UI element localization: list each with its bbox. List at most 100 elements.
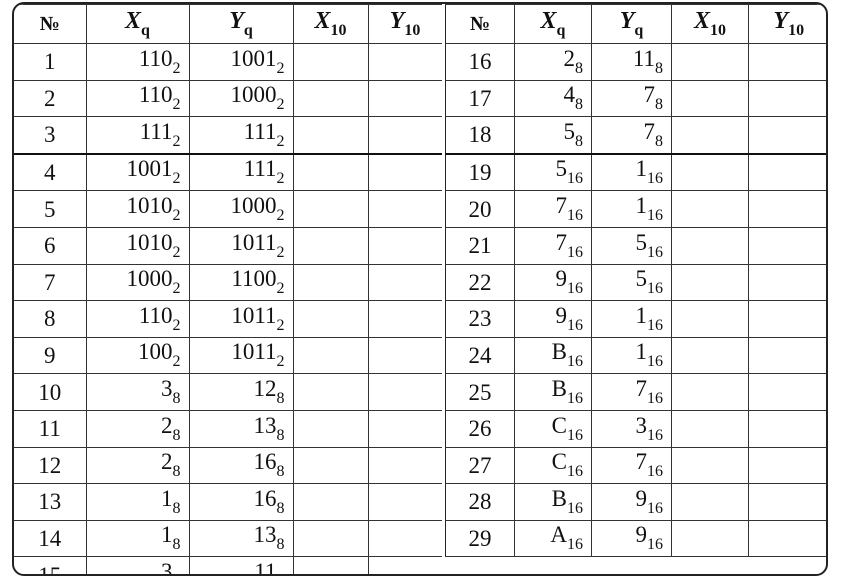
header-row: № Xq Yq X10 Y10 [445,4,826,44]
row: 29 A16 916 [445,519,826,558]
digits: 1 [161,485,173,511]
double-line-gap [442,4,445,574]
digits: 2 [161,449,173,475]
header-subscript: 10 [710,22,726,40]
empty-cell [367,336,443,375]
digits: 1010 [126,193,173,219]
base: 16 [647,463,663,481]
empty-cell [367,116,443,155]
empty-cell [292,519,369,558]
header-row: № Xq Yq X10 Y10 [14,4,443,44]
base: 2 [276,207,285,225]
row-number: 10 [14,373,87,411]
base: 8 [276,463,285,481]
row: 10 38 128 [14,373,443,411]
row: 8 1102 10112 [14,300,443,338]
row-number: 15 [14,556,87,574]
value-cell: 168 [188,446,294,485]
digits: 1010 [126,229,173,255]
digits: 3 [161,559,173,576]
value-cell: 18 [85,483,190,521]
base: 2 [172,170,181,188]
digits: 7 [643,118,656,144]
empty-cell [292,409,369,448]
base: 16 [647,170,663,188]
digits: 5 [563,118,576,144]
base: 16 [567,280,583,298]
empty-cell [748,519,826,558]
digits: 1 [635,339,648,365]
empty-cell [748,43,826,81]
digits: 100 [138,339,173,365]
empty-cell [292,153,369,192]
base: 2 [276,96,285,114]
base: 8 [655,96,663,114]
value-cell: 916 [514,263,592,302]
base: 16 [567,353,583,371]
value-cell: 1002 [85,336,190,375]
row: 17 48 78 [445,79,826,118]
empty-cell [367,153,443,192]
digits: 7 [555,193,568,219]
empty-cell [367,43,443,81]
empty-cell [292,226,369,265]
value-cell: 10002 [188,190,294,228]
empty-cell [671,300,749,338]
base: 8 [172,536,181,554]
base: 8 [276,426,285,444]
base: 16 [567,390,583,408]
row-number: 23 [445,300,515,338]
digits: C [551,412,567,438]
base: 2 [172,96,181,114]
row: 24 B16 116 [445,336,826,375]
digits: 1011 [231,339,277,365]
value-cell: 118 [188,556,294,574]
value-cell: 1102 [85,79,190,118]
value-cell: 128 [188,373,294,411]
empty-cell [748,263,826,302]
base: 2 [172,280,181,298]
row-number: 22 [445,263,515,302]
base: 2 [172,353,181,371]
base: 16 [567,536,583,554]
digits: 12 [253,376,277,402]
row-number: 3 [14,116,87,155]
empty-cell [367,190,443,228]
value-cell: 1102 [85,43,190,81]
row: 21 716 516 [445,226,826,265]
value-cell: 168 [188,483,294,521]
digits: 1 [635,302,648,328]
base: 8 [172,390,181,408]
header-cell: X10 [292,4,369,44]
value-cell: 78 [591,79,672,118]
digits: 110 [138,302,173,328]
row-number: 20 [445,190,515,228]
base: 2 [276,59,285,77]
row: 27 C16 716 [445,446,826,485]
row: 14 18 138 [14,519,443,558]
value-cell: 48 [514,79,592,118]
row: 20 716 116 [445,190,826,228]
empty-cell [292,79,369,118]
base: 16 [567,463,583,481]
digits: 16 [253,485,277,511]
value-cell: 116 [591,153,672,192]
empty-cell [367,226,443,265]
digits: 111 [139,118,173,144]
right-table: № Xq Yq X10 Y10 16 28 118 17 48 78 18 58 78 19 516 116 20… [445,4,826,558]
empty-cell [671,226,749,265]
empty-cell [671,446,749,485]
empty-cell [748,446,826,485]
empty-cell [748,373,826,411]
value-cell: 38 [85,556,190,576]
empty-cell [671,190,749,228]
base: 8 [172,500,181,518]
value-cell: 38 [85,373,190,411]
value-cell: 516 [591,263,672,302]
base: 16 [567,170,583,188]
value-cell: 10002 [85,263,190,302]
value-cell: 116 [591,190,672,228]
value-cell: B16 [514,483,592,521]
row-number: 11 [14,409,87,448]
